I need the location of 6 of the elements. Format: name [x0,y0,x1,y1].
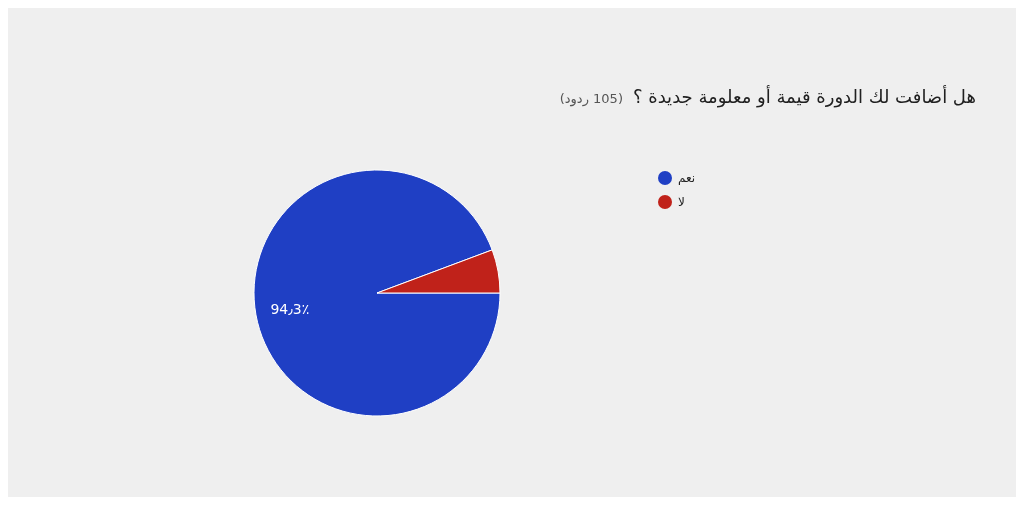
text: هل أضافت لك الدورة قيمة أو معلومة جديدة ؟ [632,86,976,107]
legend-label: نعم [678,171,696,185]
data-label: 94٫3٪ [270,300,310,317]
pie-slice [253,169,501,417]
legend-label: لا [678,195,685,209]
chart-subtitle: (105 ردود) [559,91,623,106]
